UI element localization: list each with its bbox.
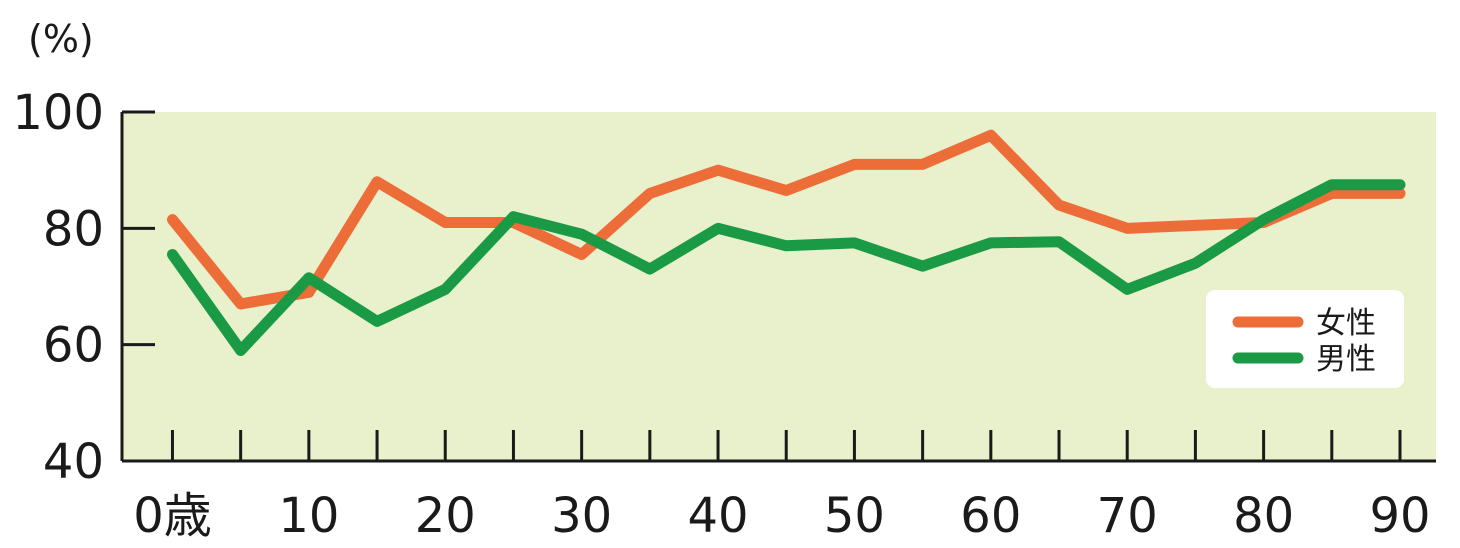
y-tick-label: 40 [43,434,104,490]
legend-label: 女性 [1316,306,1376,341]
x-tick-label: 50 [824,488,885,544]
x-tick-label: 30 [551,488,612,544]
y-tick-label: 80 [43,201,104,257]
x-tick-label: 40 [687,488,748,544]
legend-label: 男性 [1316,342,1376,377]
x-tick-label: 10 [278,488,339,544]
x-tick-label: 20 [415,488,476,544]
plot-area [122,112,1436,461]
y-tick-label: 60 [43,318,104,374]
y-axis-unit-label: (%) [28,17,94,61]
series-line-female [166,129,1406,310]
series-lines [166,129,1406,356]
tick-labels: 40 60 80 100 0歳 10 20 30 40 50 60 70 80 90 [12,85,1430,544]
x-tick-label: 90 [1369,488,1430,544]
y-tick-label: 100 [12,85,104,141]
x-tick-label: 0歳 [133,488,212,544]
series-line-male [166,179,1406,356]
x-tick-label: 70 [1097,488,1158,544]
x-tick-label: 80 [1233,488,1294,544]
x-tick-label: 60 [960,488,1021,544]
